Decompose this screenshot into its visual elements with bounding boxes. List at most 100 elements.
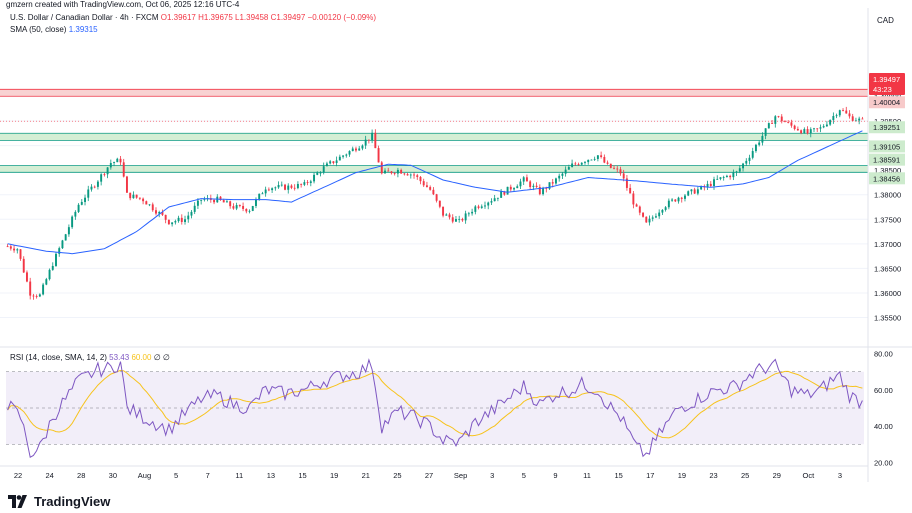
candle-body xyxy=(416,175,419,177)
time-tick-label: 30 xyxy=(109,471,117,480)
candle-body xyxy=(661,209,664,213)
rsi-value: 53.43 xyxy=(109,353,130,362)
candle-body xyxy=(80,201,83,205)
time-tick-label: 25 xyxy=(741,471,749,480)
candle-body xyxy=(155,210,157,214)
price-grid xyxy=(0,95,868,319)
candle-body xyxy=(716,178,719,180)
candle-body xyxy=(271,188,274,191)
candle-body xyxy=(213,199,216,203)
candle-body xyxy=(164,214,167,220)
candle-body xyxy=(135,194,138,198)
candle-body xyxy=(406,174,409,176)
candle-body xyxy=(451,217,454,222)
candle-body xyxy=(561,173,564,176)
candle-body xyxy=(232,206,235,209)
candle-body xyxy=(25,272,28,282)
time-tick-label: 25 xyxy=(393,471,401,480)
candle-body xyxy=(784,121,786,123)
candle-body xyxy=(616,168,619,170)
candle-body xyxy=(461,218,464,221)
candle-body xyxy=(648,218,651,223)
tradingview-logo[interactable]: TradingView xyxy=(8,493,110,509)
candle-body xyxy=(248,210,251,212)
candle-body xyxy=(858,118,861,121)
candle-body xyxy=(758,142,761,145)
candle-body xyxy=(116,158,119,163)
time-tick-label: 5 xyxy=(174,471,178,480)
candle-body xyxy=(422,181,425,186)
chart-attribution: gmzern created with TradingView.com, Oct… xyxy=(6,0,240,9)
candle-body xyxy=(93,186,96,188)
symbol-legend[interactable]: U.S. Dollar / Canadian Dollar · 4h · FXC… xyxy=(10,13,376,22)
rsi-axis: 80.00 60.00 40.00 20.00 xyxy=(874,350,893,468)
candle-body xyxy=(564,169,567,174)
candle-body xyxy=(367,139,370,141)
candle-body xyxy=(203,199,206,201)
candle-body xyxy=(654,216,657,218)
candle-body xyxy=(100,174,103,182)
candle-body xyxy=(151,204,154,211)
candle-body xyxy=(522,177,525,182)
candle-body xyxy=(222,200,225,203)
candle-body xyxy=(351,148,354,152)
candle-body xyxy=(77,204,80,212)
candle-body xyxy=(554,178,557,184)
candle-body xyxy=(361,145,364,149)
candle-body xyxy=(274,187,277,189)
candle-body xyxy=(587,159,590,163)
candle-body xyxy=(280,184,283,186)
resistance-zone xyxy=(0,89,868,97)
price-tick-label: 1.36500 xyxy=(874,264,901,273)
rsi-extra: ∅ ∅ xyxy=(153,353,170,362)
ohlc-values: O1.39617 H1.39675 L1.39458 C1.39497 −0.0… xyxy=(160,13,377,22)
candle-body xyxy=(806,129,809,134)
candle-body xyxy=(725,175,728,178)
rsi-tick-label: 80.00 xyxy=(874,350,893,359)
candle-body xyxy=(603,156,606,163)
candle-body xyxy=(67,227,70,235)
candle-body xyxy=(445,214,448,216)
candle-body xyxy=(713,179,715,187)
candle-body xyxy=(825,124,828,127)
candle-body xyxy=(480,206,483,208)
rsi-legend[interactable]: RSI (14, close, SMA, 14, 2) 53.43 60.00 … xyxy=(10,353,170,362)
candle-body xyxy=(303,182,306,185)
candle-body xyxy=(529,181,532,188)
candle-body xyxy=(371,132,374,141)
candle-body xyxy=(732,172,735,178)
currency-label[interactable]: CAD xyxy=(877,16,894,25)
candle-body xyxy=(380,162,383,174)
candle-body xyxy=(332,161,335,164)
candle-body xyxy=(525,177,528,182)
candle-body xyxy=(600,155,603,157)
candle-body xyxy=(55,253,57,266)
time-tick-label: Sep xyxy=(454,471,467,480)
candle-body xyxy=(696,189,699,194)
zone-price-tag xyxy=(869,153,905,166)
candle-body xyxy=(335,160,338,164)
candle-body xyxy=(484,205,486,207)
time-tick-label: Aug xyxy=(138,471,151,480)
price-tick-label: 1.36000 xyxy=(874,289,901,298)
rsi-sma-value: 60.00 xyxy=(131,353,152,362)
candle-body xyxy=(387,170,390,172)
sma-value: 1.39315 xyxy=(68,25,98,34)
candle-body xyxy=(296,183,299,189)
candle-body xyxy=(519,181,522,187)
support-zone xyxy=(0,165,868,173)
time-tick-label: 5 xyxy=(522,471,526,480)
candle-body xyxy=(835,115,838,117)
candle-body xyxy=(319,172,322,174)
candle-body xyxy=(190,211,193,216)
candle-body xyxy=(542,188,545,195)
candle-body xyxy=(780,116,783,122)
candle-body xyxy=(838,110,841,116)
candle-body xyxy=(251,206,254,211)
sma-legend[interactable]: SMA (50, close) 1.39315 xyxy=(10,25,98,34)
candle-body xyxy=(400,169,403,174)
candle-body xyxy=(680,197,683,199)
candle-body xyxy=(277,185,280,188)
candle-body xyxy=(235,205,238,209)
